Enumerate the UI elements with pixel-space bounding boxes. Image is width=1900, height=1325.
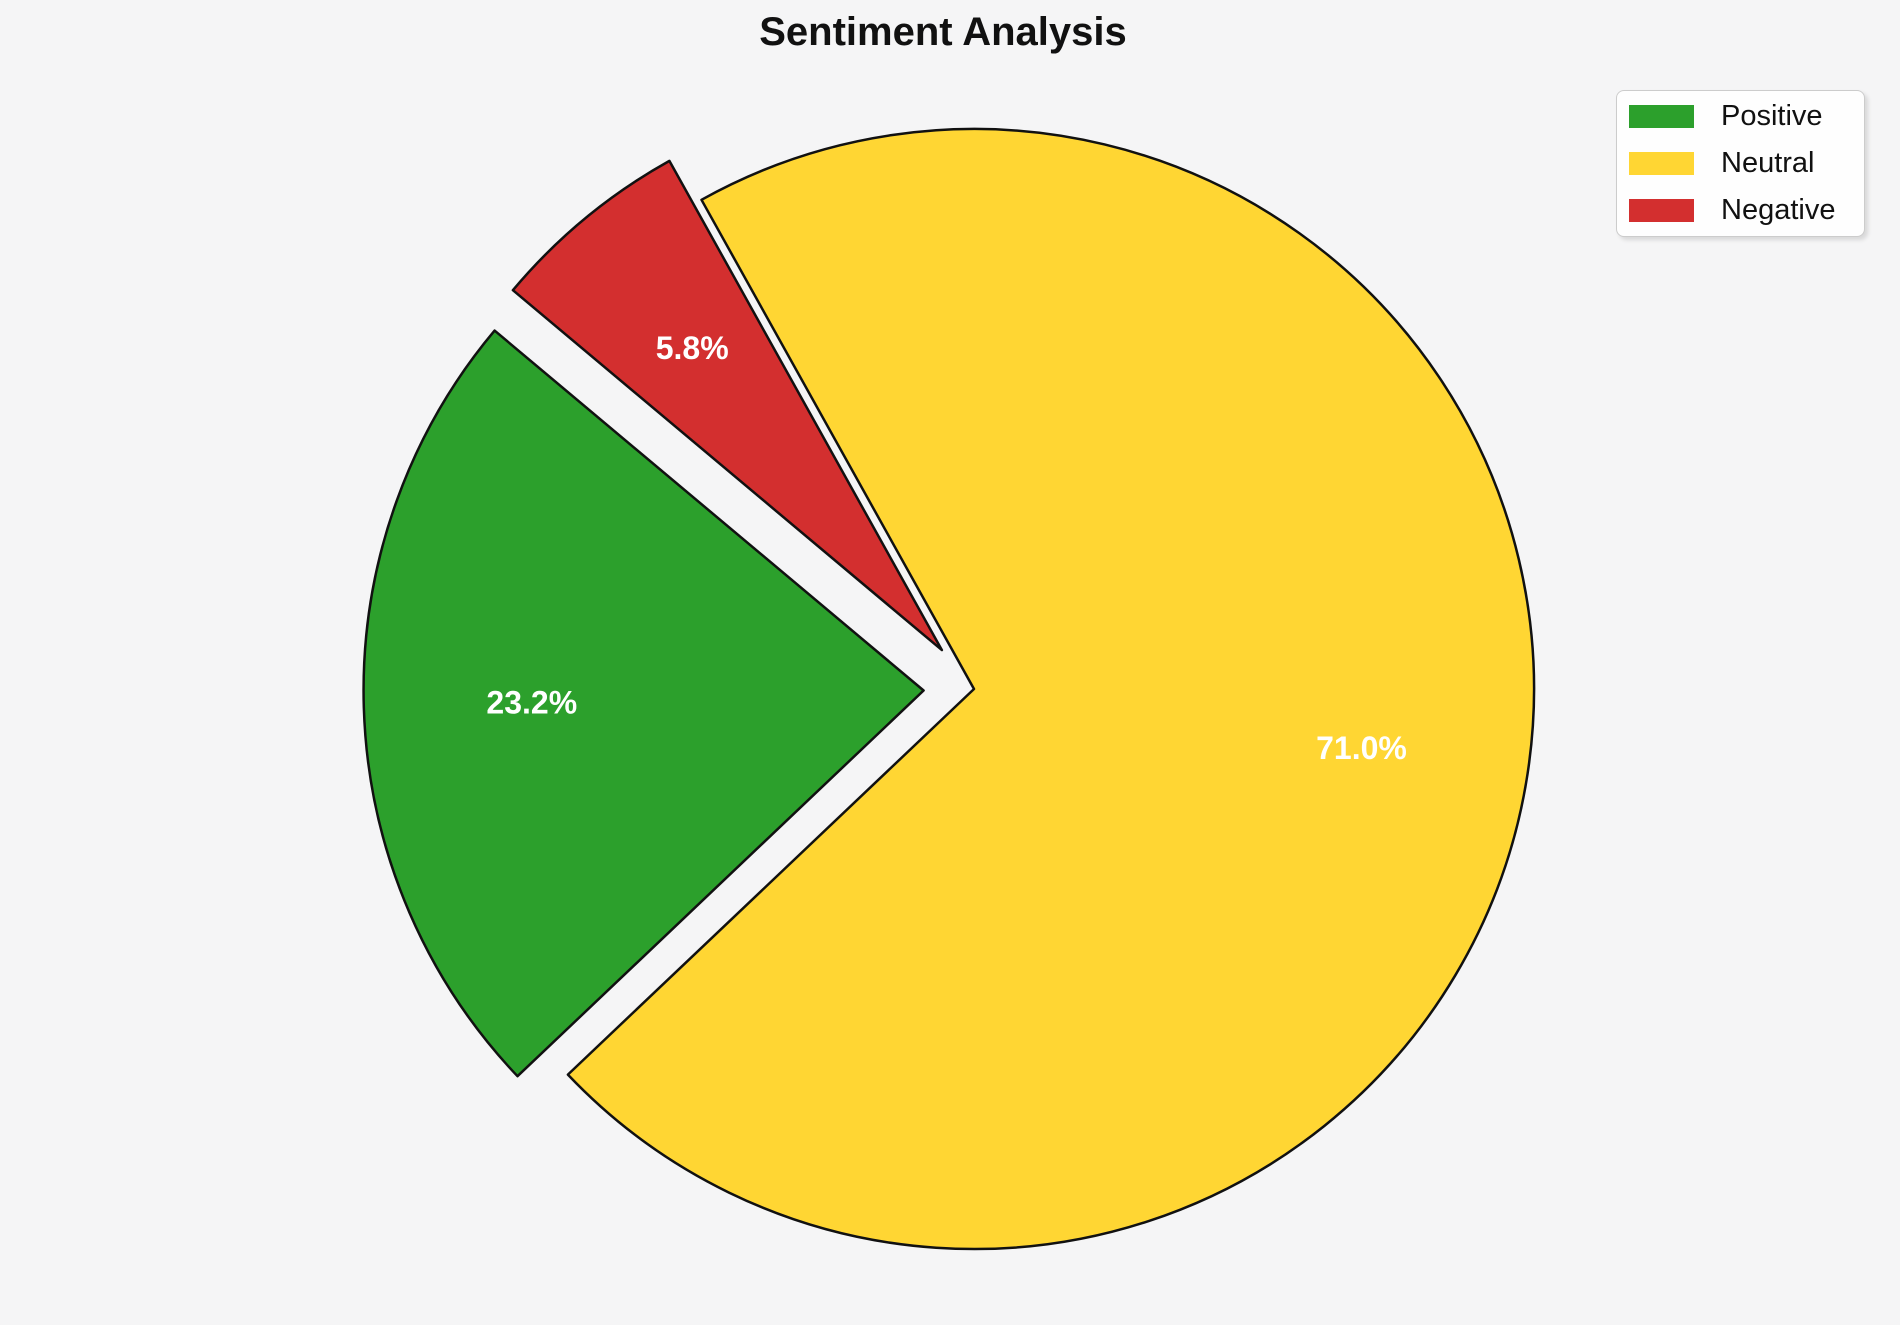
legend-item-positive: Positive [1617,100,1864,132]
legend-label: Positive [1721,100,1823,132]
legend-swatch-negative [1629,199,1694,222]
legend-swatch-positive [1629,105,1694,128]
slice-percent-label-negative: 5.8% [656,330,729,366]
legend-box: Positive Neutral Negative [1616,90,1865,237]
pie-slice-neutral [566,127,1536,1251]
legend-label: Neutral [1721,147,1815,179]
legend-item-neutral: Neutral [1617,147,1864,179]
legend-label: Negative [1721,194,1836,226]
chart-title: Sentiment Analysis [759,10,1127,54]
pie-slice-negative [511,159,944,652]
legend-swatch-neutral [1629,152,1694,175]
slice-percent-label-positive: 23.2% [486,685,577,721]
legend-item-negative: Negative [1617,194,1864,226]
slice-percent-label-neutral: 71.0% [1316,730,1407,766]
pie-slice-positive [362,329,925,1078]
